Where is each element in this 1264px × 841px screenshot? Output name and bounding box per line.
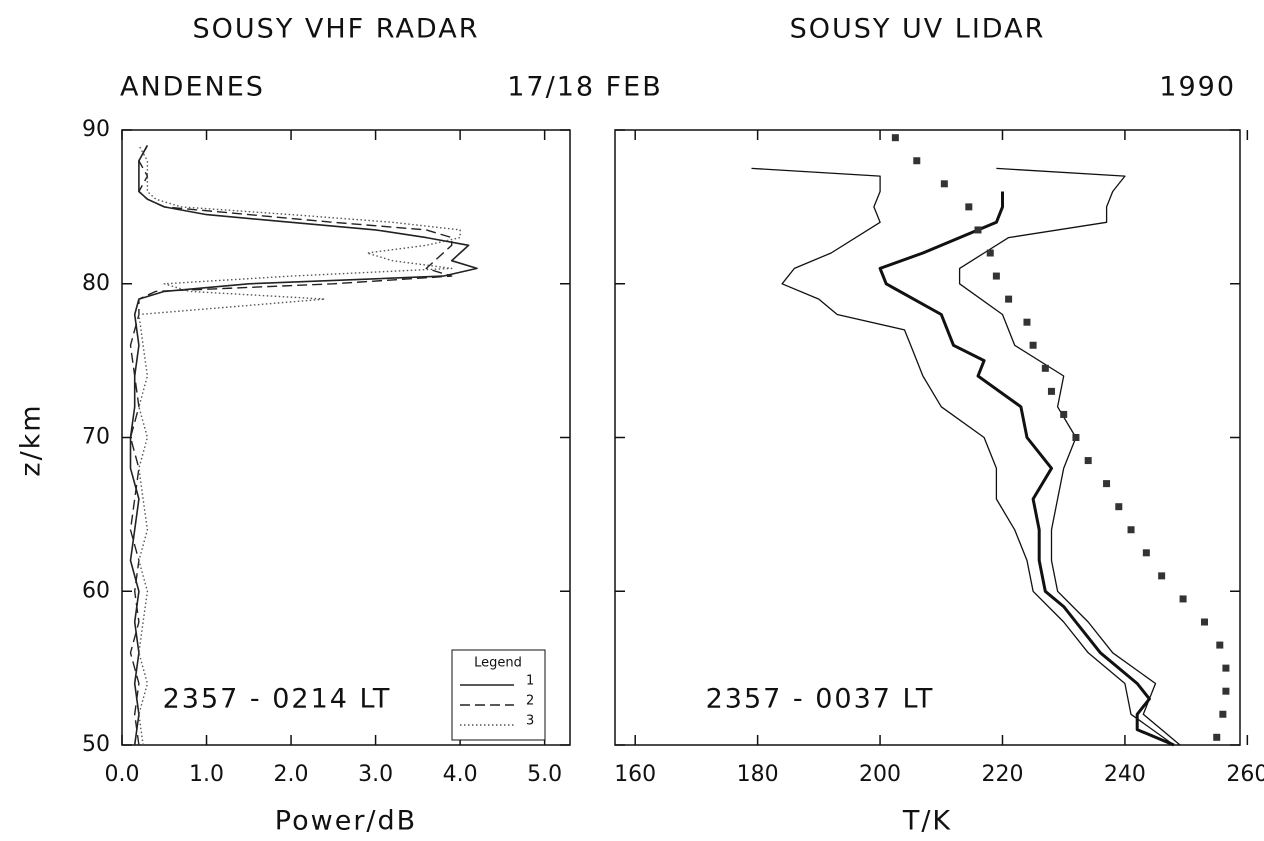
y-tick-label: 60: [82, 578, 110, 603]
x-tick-label: 160: [614, 762, 656, 787]
marker: [1023, 318, 1031, 326]
legend-box: [451, 649, 546, 741]
x-tick-label: 220: [981, 762, 1023, 787]
marker: [1200, 618, 1208, 626]
x-tick-label: 200: [859, 762, 901, 787]
x-axis-label: T/K: [902, 806, 952, 837]
y-tick-label: 50: [82, 732, 110, 757]
x-axis-label: Power/dB: [275, 806, 417, 837]
y-tick-label: 90: [82, 117, 110, 142]
marker: [1179, 595, 1187, 603]
profile-line: [878, 191, 1175, 747]
marker: [891, 134, 899, 142]
marker: [986, 249, 994, 257]
marker: [1084, 457, 1092, 465]
x-tick-label: 180: [737, 762, 779, 787]
marker: [940, 180, 948, 188]
x-tick-label: 5.0: [527, 762, 562, 787]
x-tick-label: 260: [1226, 762, 1264, 787]
legend-label: 2: [526, 694, 534, 709]
chart-title: SOUSY VHF RADAR: [193, 14, 480, 45]
date: 17/18 FEB: [507, 72, 663, 103]
annotation: 2357 - 0037 LT: [706, 684, 935, 715]
marker: [1060, 410, 1068, 418]
marker: [1047, 387, 1055, 395]
y-axis-label: z/km: [16, 403, 47, 476]
chart-title: SOUSY UV LIDAR: [790, 14, 1046, 45]
marker: [1213, 733, 1221, 741]
marker: [1216, 641, 1224, 649]
profile-line: [138, 145, 461, 746]
x-tick-label: 3.0: [358, 762, 393, 787]
profile-line: [129, 145, 478, 746]
marker: [1072, 434, 1080, 441]
legend-label: 3: [526, 714, 534, 729]
marker: [913, 157, 921, 165]
marker: [974, 226, 982, 234]
profile-line: [958, 167, 1181, 746]
marker: [1158, 572, 1166, 580]
profile-line: [129, 145, 453, 746]
y-tick-label: 80: [82, 271, 110, 296]
x-tick-label: 240: [1104, 762, 1146, 787]
marker: [1142, 549, 1150, 557]
marker: [1041, 364, 1049, 372]
marker: [1222, 664, 1230, 672]
legend-label: 1: [526, 674, 534, 689]
year: 1990: [1159, 72, 1236, 103]
x-tick-label: 0.0: [105, 762, 140, 787]
marker: [1219, 710, 1227, 718]
x-tick-label: 1.0: [189, 762, 224, 787]
marker: [1005, 295, 1013, 303]
x-tick-label: 4.0: [443, 762, 478, 787]
location: ANDENES: [120, 72, 265, 103]
marker: [1115, 503, 1123, 511]
annotation: 2357 - 0214 LT: [163, 684, 392, 715]
marker: [965, 203, 973, 211]
plot-frame: [614, 129, 1241, 746]
marker: [1103, 480, 1111, 488]
x-tick-label: 2.0: [274, 762, 309, 787]
marker: [992, 272, 1000, 280]
marker: [1222, 687, 1230, 695]
legend-title: Legend: [474, 656, 522, 671]
profile-line: [751, 167, 1175, 746]
y-tick-label: 70: [82, 425, 110, 450]
marker: [1127, 526, 1135, 534]
marker: [1029, 341, 1037, 349]
